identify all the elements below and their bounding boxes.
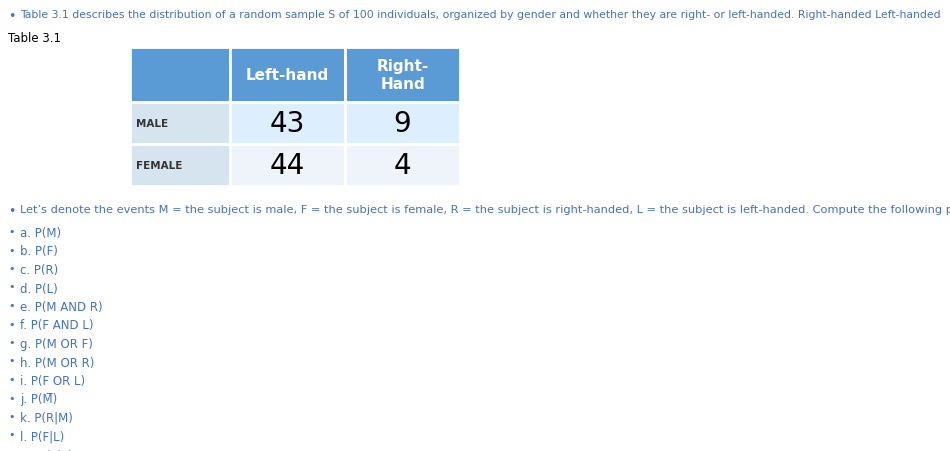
Text: h. P(M OR R): h. P(M OR R) bbox=[20, 356, 94, 368]
Text: c. P(R): c. P(R) bbox=[20, 263, 58, 276]
Text: •: • bbox=[8, 429, 14, 440]
Text: •: • bbox=[8, 226, 14, 236]
Text: MALE: MALE bbox=[136, 119, 168, 129]
Text: •: • bbox=[8, 10, 15, 23]
FancyBboxPatch shape bbox=[130, 145, 230, 187]
Text: 9: 9 bbox=[393, 110, 411, 138]
FancyBboxPatch shape bbox=[230, 48, 345, 103]
Text: i. P(F OR L): i. P(F OR L) bbox=[20, 374, 86, 387]
Text: b. P(F): b. P(F) bbox=[20, 245, 58, 258]
Text: f. P(F AND L): f. P(F AND L) bbox=[20, 319, 93, 332]
Text: •: • bbox=[8, 337, 14, 347]
Text: Table 3.1 describes the distribution of a random sample S of 100 individuals, or: Table 3.1 describes the distribution of … bbox=[20, 10, 940, 20]
Text: •: • bbox=[8, 411, 14, 421]
Text: •: • bbox=[8, 374, 14, 384]
FancyBboxPatch shape bbox=[230, 145, 345, 187]
Text: •: • bbox=[8, 282, 14, 292]
Text: •: • bbox=[8, 263, 14, 273]
Text: •: • bbox=[8, 300, 14, 310]
Text: m. P(L|F): m. P(L|F) bbox=[20, 448, 72, 451]
Text: •: • bbox=[8, 448, 14, 451]
FancyBboxPatch shape bbox=[130, 48, 230, 103]
Text: l. P(F|L): l. P(F|L) bbox=[20, 429, 65, 442]
Text: d. P(L): d. P(L) bbox=[20, 282, 58, 295]
Text: e. P(M AND R): e. P(M AND R) bbox=[20, 300, 103, 313]
Text: •: • bbox=[8, 245, 14, 255]
FancyBboxPatch shape bbox=[345, 103, 460, 145]
FancyBboxPatch shape bbox=[345, 48, 460, 103]
Text: FEMALE: FEMALE bbox=[136, 161, 182, 170]
Text: Table 3.1: Table 3.1 bbox=[8, 32, 61, 45]
Text: 4: 4 bbox=[393, 152, 411, 179]
Text: Right-
Hand: Right- Hand bbox=[376, 59, 428, 92]
FancyBboxPatch shape bbox=[130, 103, 230, 145]
Text: a. P(M): a. P(M) bbox=[20, 226, 61, 239]
Text: •: • bbox=[8, 205, 15, 217]
Text: 44: 44 bbox=[270, 152, 305, 179]
Text: k. P(R|M): k. P(R|M) bbox=[20, 411, 73, 424]
Text: •: • bbox=[8, 319, 14, 329]
FancyBboxPatch shape bbox=[230, 103, 345, 145]
FancyBboxPatch shape bbox=[130, 48, 460, 103]
Text: •: • bbox=[8, 393, 14, 403]
Text: •: • bbox=[8, 356, 14, 366]
Text: j. P(M̅): j. P(M̅) bbox=[20, 393, 57, 405]
Text: Left-hand: Left-hand bbox=[246, 68, 329, 83]
Text: Let’s denote the events M = the subject is male, F = the subject is female, R = : Let’s denote the events M = the subject … bbox=[20, 205, 950, 215]
Text: g. P(M OR F): g. P(M OR F) bbox=[20, 337, 93, 350]
Text: 43: 43 bbox=[270, 110, 305, 138]
FancyBboxPatch shape bbox=[345, 145, 460, 187]
